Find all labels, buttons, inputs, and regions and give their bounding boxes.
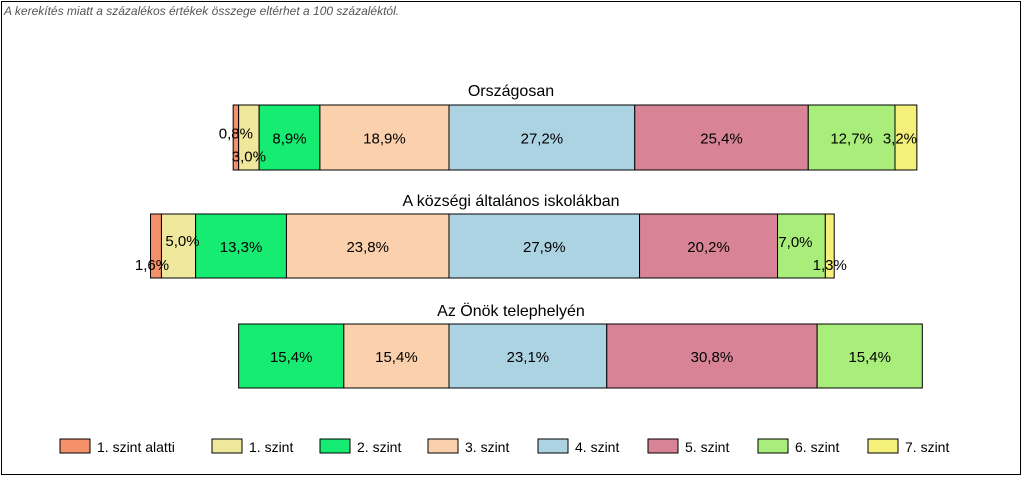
- data-label: 15,4%: [270, 349, 313, 366]
- data-label: 5,0%: [165, 233, 199, 250]
- data-label: 13,3%: [220, 239, 263, 256]
- legend-swatch: [211, 438, 243, 454]
- bar-segment: [824, 213, 835, 279]
- bar-segment: [816, 323, 923, 389]
- bar-segment: [634, 104, 809, 171]
- bar-segment: [448, 323, 608, 389]
- data-label: 23,1%: [507, 349, 550, 366]
- bar-segment: [807, 104, 896, 171]
- rounding-note: A kerekítés miatt a százalékos értékek ö…: [4, 4, 400, 18]
- legend-swatch: [647, 438, 679, 454]
- data-label: 0,8%: [219, 126, 253, 143]
- data-label: 1,6%: [135, 257, 169, 274]
- data-label: 7,0%: [778, 234, 812, 251]
- legend-label: 5. szint: [685, 439, 729, 455]
- data-label: 27,2%: [521, 131, 564, 148]
- bar-segment: [606, 323, 818, 389]
- data-label: 3,2%: [883, 131, 917, 148]
- data-label: 12,7%: [830, 131, 873, 148]
- data-label: 27,9%: [523, 239, 566, 256]
- data-label: 23,8%: [346, 239, 389, 256]
- legend-swatch: [537, 438, 569, 454]
- legend-label: 1. szint: [249, 439, 293, 455]
- data-label: 8,9%: [272, 131, 306, 148]
- bar-segment: [894, 104, 918, 171]
- bar-segment: [448, 104, 636, 171]
- bar-segment: [777, 213, 826, 279]
- bar-segment: [238, 323, 345, 389]
- bar-segment: [343, 323, 450, 389]
- legend-label: 4. szint: [575, 439, 619, 455]
- data-label: 3,0%: [232, 149, 266, 166]
- data-label: 30,8%: [691, 349, 734, 366]
- data-label: 20,2%: [687, 239, 730, 256]
- bar-segment: [639, 213, 779, 279]
- bar-segment: [195, 213, 287, 279]
- legend-swatch: [427, 438, 459, 454]
- bar-segment: [160, 213, 197, 279]
- bar-segment: [319, 104, 450, 171]
- data-label: 15,4%: [848, 349, 891, 366]
- legend-label: 2. szint: [357, 439, 401, 455]
- group-title: A községi általános iskolákban: [402, 193, 619, 210]
- legend-swatch: [757, 438, 789, 454]
- legend-swatch: [59, 438, 91, 454]
- bar-segment: [285, 213, 450, 279]
- group-title: Országosan: [468, 83, 554, 100]
- legend-label: 6. szint: [795, 439, 839, 455]
- data-label: 1,3%: [813, 257, 847, 274]
- legend-swatch: [867, 438, 899, 454]
- group-title: Az Önök telephelyén: [437, 302, 585, 320]
- legend-label: 1. szint alatti: [97, 439, 175, 455]
- data-label: 15,4%: [375, 349, 418, 366]
- legend-label: 7. szint: [905, 439, 949, 455]
- data-label: 18,9%: [363, 131, 406, 148]
- legend-label: 3. szint: [465, 439, 509, 455]
- legend-swatch: [319, 438, 351, 454]
- data-label: 25,4%: [700, 131, 743, 148]
